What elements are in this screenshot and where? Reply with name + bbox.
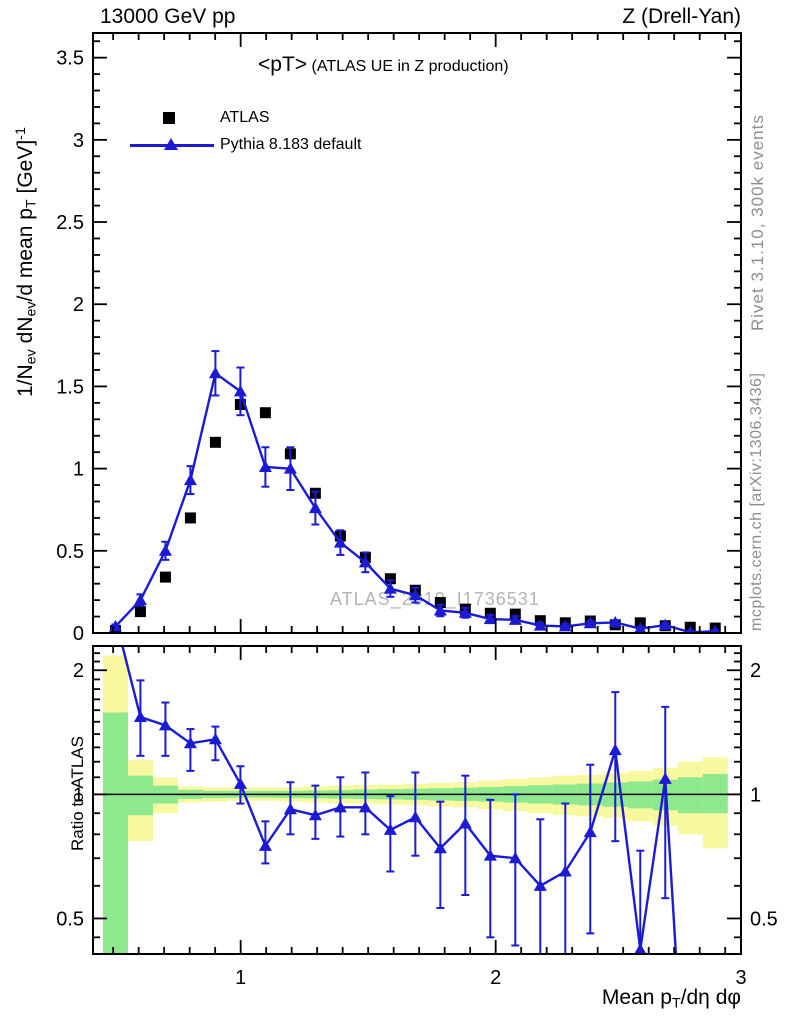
atlas-marker	[259, 407, 271, 419]
pythia-marker	[508, 613, 522, 625]
pythia-marker	[658, 618, 672, 631]
pythia-marker	[433, 603, 447, 616]
beam-energy-label: 13000 GeV pp	[100, 5, 236, 28]
ratio-tick-label-right: 0.5	[750, 908, 778, 930]
legend: ATLAS Pythia 8.183 default	[128, 104, 361, 158]
ratio-tick-label-left: 0.5	[56, 908, 84, 930]
atlas-marker	[434, 597, 446, 609]
pythia-ratio-marker	[333, 800, 347, 813]
pythia-ratio-marker	[483, 849, 497, 861]
x-axis-tick-label: 2	[490, 967, 501, 989]
stat-uncertainty-band	[127, 775, 153, 816]
pythia-ratio-marker	[208, 732, 222, 745]
main-frame	[92, 32, 742, 634]
pythia-marker	[358, 555, 372, 568]
pythia-marker	[558, 619, 572, 632]
y-axis-tick-label: 3	[73, 130, 84, 152]
stat-uncertainty-band	[677, 777, 703, 814]
y-axis-tick-label: 2.5	[56, 212, 84, 234]
atlas-square-icon	[163, 112, 175, 124]
pythia-marker	[483, 612, 497, 625]
legend-entry-pythia: Pythia 8.183 default	[128, 131, 361, 158]
x-label-part: Mean p	[601, 986, 672, 1009]
legend-label-pythia: Pythia 8.183 default	[220, 135, 362, 153]
x-label-part: /dη dφ	[680, 986, 741, 1009]
main-series	[108, 350, 721, 633]
pythia-marker	[634, 622, 647, 633]
pythia-marker	[333, 536, 347, 548]
ratio-tick-label-right: 2	[750, 660, 761, 682]
legend-label-atlas: ATLAS	[220, 108, 270, 126]
pythia-ratio-marker	[283, 802, 297, 815]
atlas-marker	[384, 573, 396, 585]
plot-title: <pT> (ATLAS UE in Z production)	[258, 53, 509, 77]
stat-uncertainty-band	[102, 712, 128, 954]
pythia-triangle-icon	[164, 138, 178, 150]
pythia-ratio-marker	[533, 879, 547, 891]
y-axis-tick-label: 1.5	[56, 376, 84, 398]
legend-marker-area	[128, 104, 220, 131]
pythia-ratio-marker	[608, 743, 622, 756]
y-axis-tick-label: 3.5	[56, 48, 84, 70]
pythia-ratio-marker	[133, 710, 147, 723]
ratio-tick-label-right: 1	[750, 784, 761, 806]
pythia-marker	[686, 625, 695, 633]
pythia-ratio-series	[121, 646, 678, 954]
ratio-tick-label-left: 2	[73, 660, 84, 682]
pythia-ratio-marker	[658, 772, 672, 784]
process-label: Z (Drell-Yan)	[622, 5, 741, 28]
pythia-ratio-marker	[158, 718, 172, 731]
pythia-marker	[583, 616, 597, 629]
pythia-ratio-marker	[558, 864, 572, 877]
pythia-ratio-marker	[233, 777, 247, 789]
legend-marker-area	[128, 131, 220, 158]
atlas-marker	[159, 571, 171, 583]
plot-title-observable: <pT>	[258, 53, 308, 76]
x-axis-tick-label: 1	[235, 967, 246, 989]
pythia-marker	[133, 593, 147, 606]
pythia-ratio-marker	[183, 736, 197, 749]
y-axis-tick-label: 2	[73, 294, 84, 316]
atlas-marker	[209, 436, 221, 448]
pythia-marker	[108, 619, 122, 632]
pythia-marker	[183, 473, 197, 486]
y-axis-tick-label: 1	[73, 459, 84, 481]
y-axis-tick-label: 0.5	[56, 541, 84, 563]
x-axis-tick-label: 3	[735, 967, 746, 989]
y-axis-tick-label: 0	[73, 623, 84, 645]
pythia-ratio-marker	[583, 825, 597, 838]
atlas-marker	[184, 512, 196, 524]
pythia-marker	[608, 615, 622, 628]
pythia-ratio-marker	[508, 851, 522, 864]
pythia-marker	[533, 619, 547, 631]
pythia-ratio-marker	[408, 810, 422, 823]
ratio-frame	[92, 645, 742, 955]
pythia-marker	[283, 462, 297, 474]
atlas-marker	[134, 606, 146, 618]
pythia-ratio-marker	[433, 841, 447, 854]
plot-title-description: (ATLAS UE in Z production)	[311, 58, 509, 75]
pythia-ratio-marker	[634, 943, 647, 954]
pythia-ratio-marker	[383, 823, 397, 835]
pythia-marker	[383, 582, 397, 594]
pythia-marker	[233, 384, 247, 397]
pythia-marker	[458, 606, 472, 618]
legend-entry-atlas: ATLAS	[128, 104, 361, 131]
x-axis-label: Mean pT/dη dφ	[602, 986, 741, 1012]
pythia-marker	[258, 460, 272, 472]
pythia-marker	[710, 624, 720, 633]
x-label-sub: T	[671, 995, 681, 1012]
analysis-id-watermark: ATLAS_2019_I1736531	[330, 589, 540, 610]
pythia-marker	[208, 366, 222, 379]
pythia-ratio-marker	[308, 808, 322, 821]
pythia-marker	[308, 501, 322, 514]
ratio-tick-label-left: 1	[73, 784, 84, 806]
pythia-marker	[408, 588, 422, 601]
pythia-ratio-marker	[258, 839, 272, 851]
pythia-marker	[158, 544, 172, 556]
pythia-ratio-marker	[458, 816, 472, 829]
pythia-ratio-marker	[358, 800, 372, 813]
